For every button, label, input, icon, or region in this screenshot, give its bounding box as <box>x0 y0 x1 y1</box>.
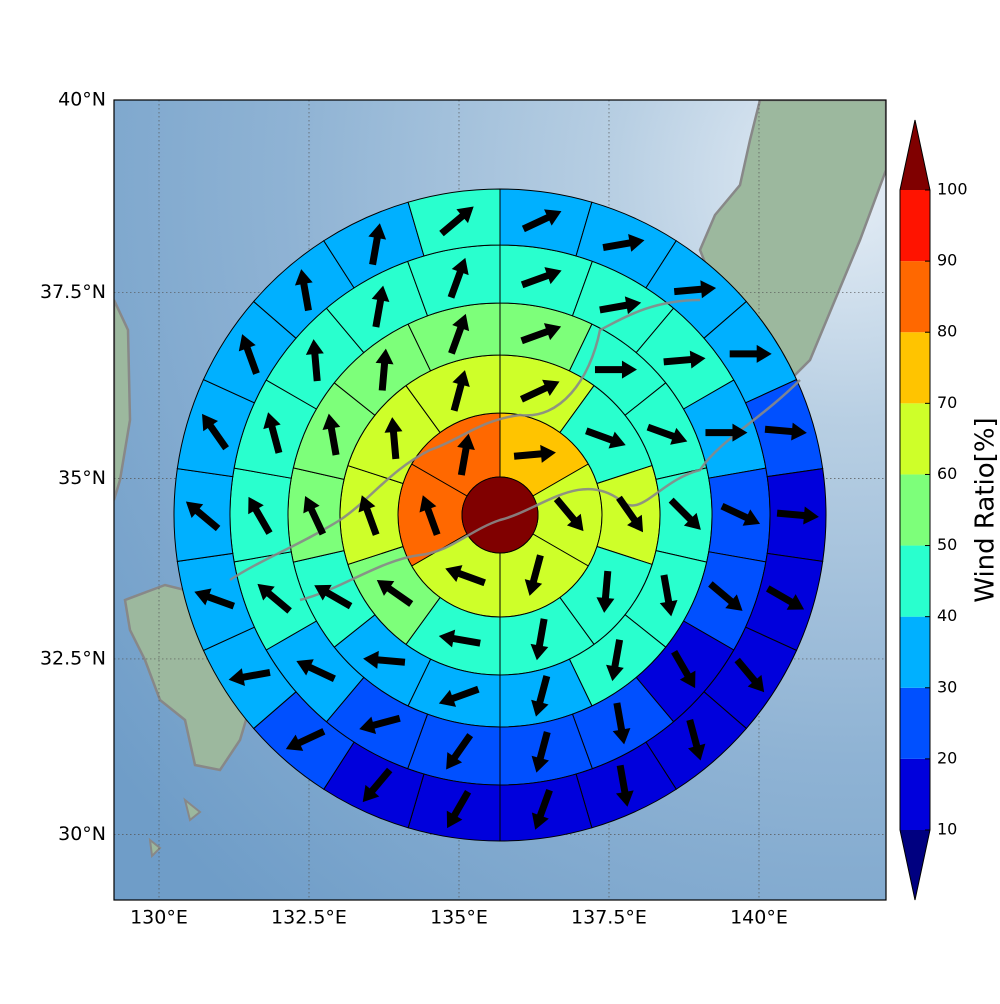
colorbar-band <box>900 474 930 545</box>
colorbar-band <box>900 332 930 403</box>
colorbar-tick-label: 90 <box>937 251 957 270</box>
x-tick-label: 140°E <box>730 907 788 929</box>
y-tick-label: 35°N <box>58 467 106 489</box>
y-tick-label: 37.5°N <box>40 281 106 303</box>
y-tick-label: 30°N <box>58 823 106 845</box>
colorbar: 10 20 30 40 50 60 70 80 90 100 <box>900 120 968 900</box>
x-tick-label: 137.5°E <box>571 907 647 929</box>
colorbar-tick-label: 10 <box>937 820 957 839</box>
colorbar-band <box>900 617 930 688</box>
sectors <box>174 189 826 841</box>
colorbar-tick-label: 30 <box>937 677 957 696</box>
colorbar-tick-label: 40 <box>937 606 957 625</box>
colorbar-tick-label: 70 <box>937 393 957 412</box>
colorbar-label: Wind Ratio[%] <box>971 417 1000 602</box>
center-circle <box>462 477 538 553</box>
colorbar-band <box>900 759 930 830</box>
colorbar-tick-label: 50 <box>937 535 957 554</box>
colorbar-band <box>900 403 930 474</box>
colorbar-band <box>900 261 930 332</box>
colorbar-band <box>900 190 930 261</box>
colorbar-tick-label: 80 <box>937 322 957 341</box>
x-tick-label: 135°E <box>430 907 488 929</box>
x-tick-label: 130°E <box>130 907 188 929</box>
colorbar-tick-label: 60 <box>937 464 957 483</box>
colorbar-over <box>900 120 930 190</box>
colorbar-tick-label: 100 <box>937 180 968 199</box>
colorbar-under <box>900 830 930 900</box>
y-tick-label: 32.5°N <box>40 647 106 669</box>
colorbar-band <box>900 688 930 759</box>
x-tick-label: 132.5°E <box>271 907 347 929</box>
colorbar-tick-label: 20 <box>937 748 957 767</box>
colorbar-band <box>900 546 930 617</box>
y-tick-label: 40°N <box>58 89 106 111</box>
